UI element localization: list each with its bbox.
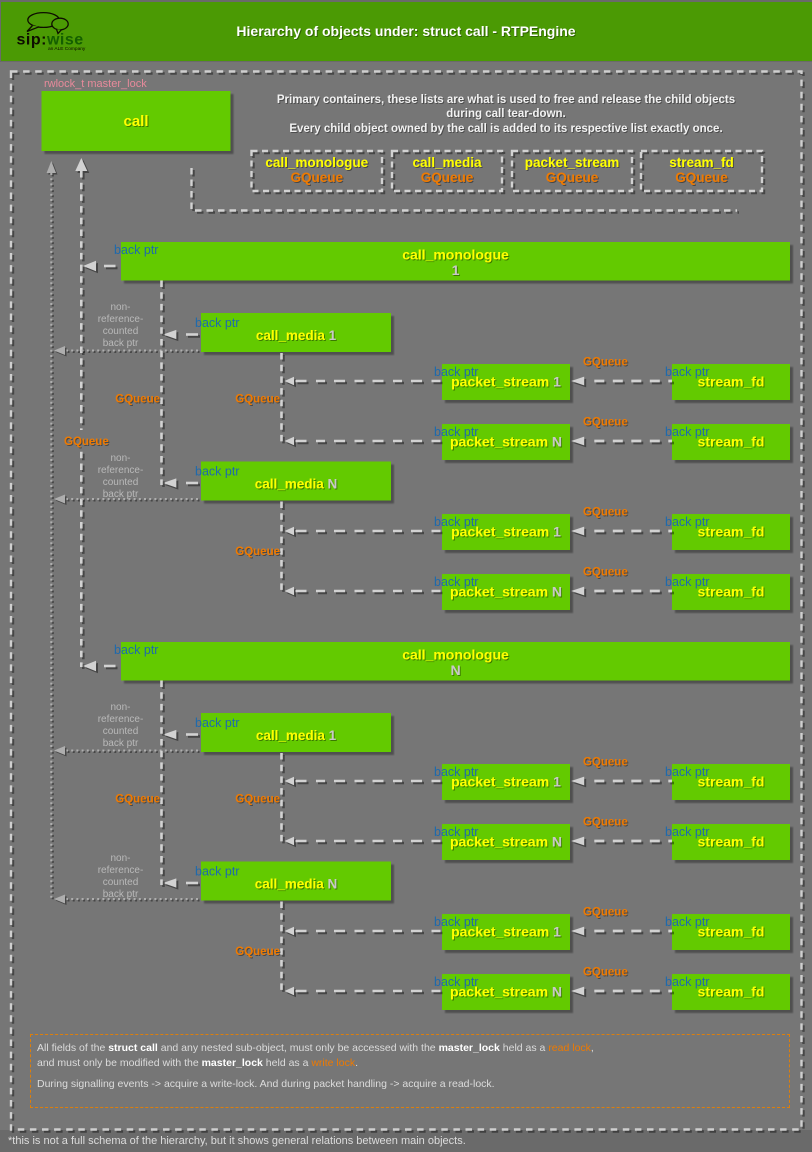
svg-text:GQueue: GQueue	[235, 546, 280, 558]
svg-text:back ptr: back ptr	[434, 915, 478, 929]
svg-text:packet_stream 1: packet_stream 1	[451, 524, 561, 540]
svg-text:back ptr: back ptr	[665, 575, 709, 589]
svg-text:back ptr: back ptr	[434, 515, 478, 529]
svg-text:GQueue: GQueue	[675, 170, 728, 185]
svg-text:stream_fd: stream_fd	[698, 834, 765, 850]
svg-text:GQueue: GQueue	[115, 394, 160, 406]
svg-text:back ptr: back ptr	[665, 515, 709, 529]
svg-text:GQueue: GQueue	[115, 794, 160, 806]
svg-text:counted: counted	[103, 877, 139, 888]
svg-text:stream_fd: stream_fd	[698, 374, 765, 390]
svg-text:stream_fd: stream_fd	[698, 984, 765, 1000]
svg-text:packet_stream N: packet_stream N	[450, 834, 562, 850]
svg-text:GQueue: GQueue	[583, 507, 628, 519]
svg-text:back ptr: back ptr	[195, 716, 239, 730]
svg-text:stream_fd: stream_fd	[698, 924, 765, 940]
svg-text:packet_stream N: packet_stream N	[450, 984, 562, 1000]
svg-text:back ptr: back ptr	[434, 825, 478, 839]
svg-text:stream_fd: stream_fd	[698, 524, 765, 540]
svg-text:back ptr: back ptr	[665, 825, 709, 839]
svg-text:GQueue: GQueue	[583, 567, 628, 579]
svg-text:back ptr: back ptr	[103, 489, 139, 500]
svg-text:call_media N: call_media N	[255, 877, 338, 892]
svg-text:back ptr: back ptr	[103, 338, 139, 349]
svg-text:GQueue: GQueue	[583, 757, 628, 769]
svg-text:packet_stream N: packet_stream N	[450, 434, 562, 450]
svg-text:N: N	[450, 662, 460, 678]
svg-text:counted: counted	[103, 326, 139, 337]
svg-text:stream_fd: stream_fd	[669, 155, 734, 170]
svg-text:back ptr: back ptr	[665, 365, 709, 379]
svg-text:back ptr: back ptr	[195, 465, 239, 479]
svg-text:packet_stream 1: packet_stream 1	[451, 774, 561, 790]
svg-text:GQueue: GQueue	[583, 907, 628, 919]
svg-text:1: 1	[452, 262, 460, 278]
svg-text:back ptr: back ptr	[103, 738, 139, 749]
svg-text:back ptr: back ptr	[665, 915, 709, 929]
svg-text:call_monologue: call_monologue	[402, 247, 509, 263]
svg-text:call_media 1: call_media 1	[256, 328, 337, 343]
svg-text:GQueue: GQueue	[583, 357, 628, 369]
svg-text:back ptr: back ptr	[434, 765, 478, 779]
svg-text:back ptr: back ptr	[665, 425, 709, 439]
svg-text:reference-: reference-	[98, 865, 144, 876]
svg-text:stream_fd: stream_fd	[698, 434, 765, 450]
svg-text:back ptr: back ptr	[114, 243, 158, 257]
svg-text:reference-: reference-	[98, 314, 144, 325]
svg-text:call_media N: call_media N	[255, 477, 338, 492]
svg-text:GQueue: GQueue	[64, 436, 109, 448]
svg-text:an ALE Company: an ALE Company	[48, 46, 86, 52]
svg-text:call_media 1: call_media 1	[256, 728, 337, 743]
svg-text:back ptr: back ptr	[665, 765, 709, 779]
svg-text:back ptr: back ptr	[103, 889, 139, 900]
svg-text:counted: counted	[103, 477, 139, 488]
svg-text:call: call	[123, 113, 148, 130]
svg-text:rwlock_t master_lock: rwlock_t master_lock	[44, 78, 147, 90]
svg-text:non-: non-	[110, 453, 130, 464]
svg-text:back ptr: back ptr	[434, 975, 478, 989]
svg-text:non-: non-	[110, 302, 130, 313]
svg-text:call_monologue: call_monologue	[265, 155, 368, 170]
svg-text:GQueue: GQueue	[421, 170, 474, 185]
svg-text:back ptr: back ptr	[665, 975, 709, 989]
svg-text:packet_stream N: packet_stream N	[450, 584, 562, 600]
svg-text:packet_stream: packet_stream	[525, 155, 620, 170]
svg-text:back ptr: back ptr	[434, 425, 478, 439]
svg-text:GQueue: GQueue	[583, 817, 628, 829]
svg-text:GQueue: GQueue	[235, 794, 280, 806]
svg-text:non-: non-	[110, 702, 130, 713]
svg-text:reference-: reference-	[98, 714, 144, 725]
svg-text:call_media: call_media	[412, 155, 482, 170]
svg-text:back ptr: back ptr	[434, 365, 478, 379]
svg-text:GQueue: GQueue	[290, 170, 343, 185]
svg-text:packet_stream 1: packet_stream 1	[451, 374, 561, 390]
svg-text:GQueue: GQueue	[546, 170, 599, 185]
svg-text:stream_fd: stream_fd	[698, 774, 765, 790]
svg-text:GQueue: GQueue	[583, 417, 628, 429]
svg-text:call_monologue: call_monologue	[402, 647, 509, 663]
svg-text:reference-: reference-	[98, 465, 144, 476]
svg-text:back ptr: back ptr	[114, 643, 158, 657]
svg-text:sip:wise: sip:wise	[17, 32, 84, 49]
svg-text:packet_stream 1: packet_stream 1	[451, 924, 561, 940]
svg-text:back ptr: back ptr	[434, 575, 478, 589]
svg-text:stream_fd: stream_fd	[698, 584, 765, 600]
svg-text:back ptr: back ptr	[195, 865, 239, 879]
svg-text:back ptr: back ptr	[195, 316, 239, 330]
svg-text:counted: counted	[103, 726, 139, 737]
svg-text:GQueue: GQueue	[235, 946, 280, 958]
svg-text:non-: non-	[110, 853, 130, 864]
svg-text:GQueue: GQueue	[235, 394, 280, 406]
svg-text:GQueue: GQueue	[583, 967, 628, 979]
